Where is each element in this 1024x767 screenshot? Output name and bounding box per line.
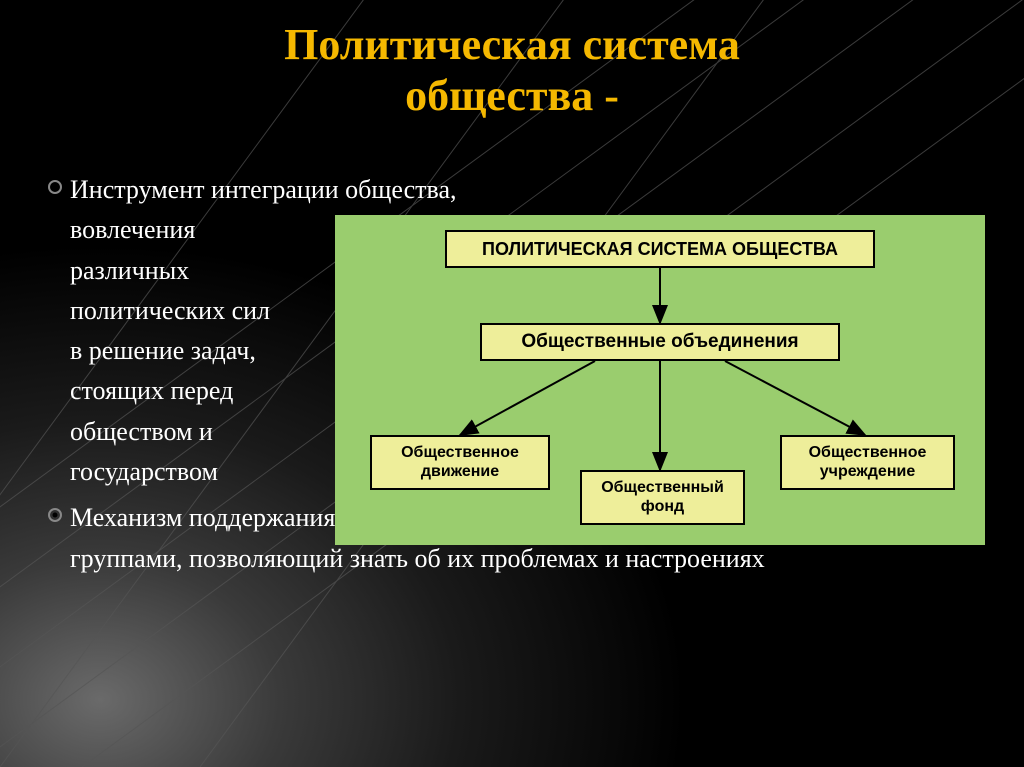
page-title: Политическая система общества -	[0, 0, 1024, 121]
diagram-node-left: Общественное движение	[370, 435, 550, 490]
diagram-node-root: ПОЛИТИЧЕСКАЯ СИСТЕМА ОБЩЕСТВА	[445, 230, 875, 268]
diagram-panel: ПОЛИТИЧЕСКАЯ СИСТЕМА ОБЩЕСТВА Общественны…	[335, 215, 985, 545]
diagram-node-center: Общественный фонд	[580, 470, 745, 525]
bullet-icon	[40, 170, 70, 194]
bullet-icon	[40, 498, 70, 522]
title-line-1: Политическая система	[0, 20, 1024, 71]
diagram-node-right: Общественное учреждение	[780, 435, 955, 490]
title-line-2: общества -	[0, 71, 1024, 122]
diagram-node-mid: Общественные объединения	[480, 323, 840, 361]
